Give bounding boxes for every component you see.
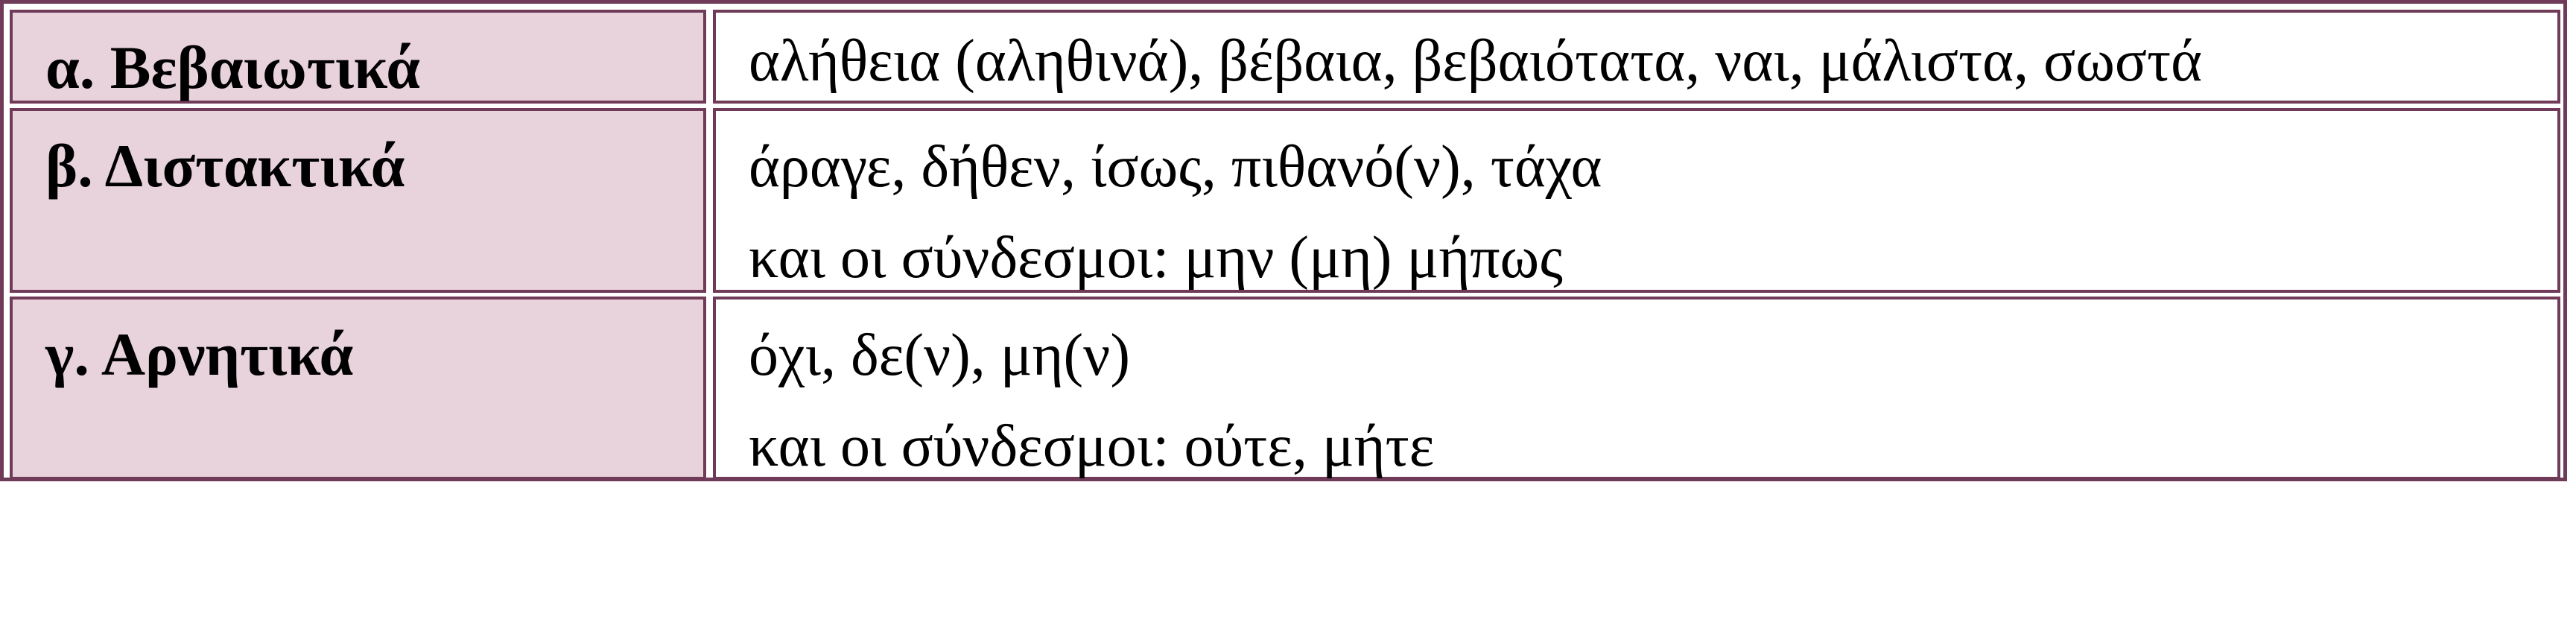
row-content-cell: αλήθεια (αληθινά), βέβαια, βεβαιότατα, ν… bbox=[713, 10, 2560, 104]
content-line: και οι σύνδεσμοι: μην (μη) μήπως bbox=[749, 225, 1563, 291]
row-label-cell: α. Βεβαιωτικά bbox=[10, 10, 706, 104]
content-line: άραγε, δήθεν, ίσως, πιθανό(ν), τάχα bbox=[749, 134, 1602, 200]
row-label-cell: γ. Αρνητικά bbox=[10, 297, 706, 480]
row-label: α. Βεβαιωτικά bbox=[45, 34, 420, 101]
table-row: γ. Αρνητικά όχι, δε(ν), μη(ν) και οι σύν… bbox=[10, 297, 2560, 480]
table-row: β. Διστακτικά άραγε, δήθεν, ίσως, πιθανό… bbox=[10, 108, 2560, 293]
row-label: γ. Αρνητικά bbox=[45, 320, 354, 388]
content-line: όχι, δε(ν), μη(ν) bbox=[749, 323, 1130, 388]
table-row: α. Βεβαιωτικά αλήθεια (αληθινά), βέβαια,… bbox=[10, 10, 2560, 104]
content-line: και οι σύνδεσμοι: ούτε, μήτε bbox=[749, 413, 1435, 479]
adverbs-table: α. Βεβαιωτικά αλήθεια (αληθινά), βέβαια,… bbox=[0, 0, 2567, 481]
row-content: αλήθεια (αληθινά), βέβαια, βεβαιότατα, ν… bbox=[749, 16, 2202, 107]
content-line: αλήθεια (αληθινά), βέβαια, βεβαιότατα, ν… bbox=[749, 28, 2203, 94]
row-content: όχι, δε(ν), μη(ν) και οι σύνδεσμοι: ούτε… bbox=[749, 310, 1434, 492]
row-label-cell: β. Διστακτικά bbox=[10, 108, 706, 293]
row-content-cell: άραγε, δήθεν, ίσως, πιθανό(ν), τάχα και … bbox=[713, 108, 2560, 293]
row-content-cell: όχι, δε(ν), μη(ν) και οι σύνδεσμοι: ούτε… bbox=[713, 297, 2560, 480]
row-content: άραγε, δήθεν, ίσως, πιθανό(ν), τάχα και … bbox=[749, 121, 1602, 303]
row-label: β. Διστακτικά bbox=[45, 132, 405, 200]
